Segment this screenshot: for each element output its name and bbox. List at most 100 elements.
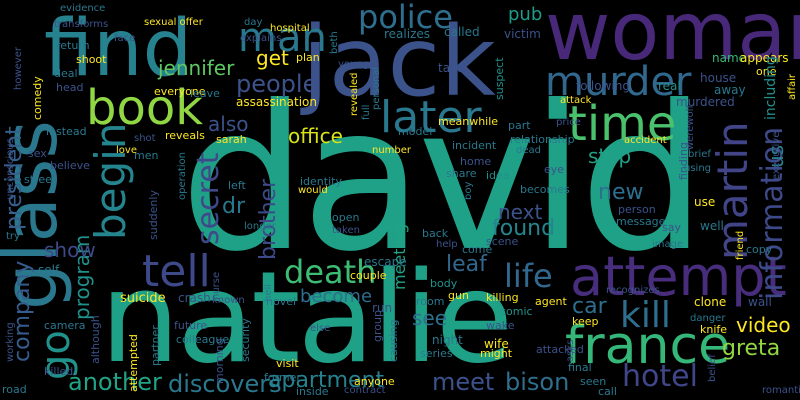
word: attack <box>560 95 592 106</box>
word: car <box>572 294 607 319</box>
word: price <box>556 117 581 128</box>
word: clone <box>694 295 727 309</box>
word: copy <box>746 243 773 256</box>
word: plan <box>296 51 320 64</box>
word: find <box>44 4 193 94</box>
word: home <box>460 155 492 168</box>
word: suddenly <box>147 190 160 240</box>
word: crash <box>178 291 211 305</box>
word: street <box>24 173 57 186</box>
word: brief <box>688 149 711 160</box>
word: young <box>338 59 370 70</box>
word: body <box>430 277 458 290</box>
word: comic <box>500 305 533 318</box>
word: person <box>618 203 656 216</box>
word: pub <box>508 4 543 25</box>
word: image <box>652 239 684 250</box>
word: attacked <box>536 343 584 356</box>
word: death <box>284 253 377 291</box>
word: man <box>238 15 327 61</box>
word: accident <box>624 135 667 146</box>
word: group <box>371 310 384 342</box>
word: attempted <box>127 334 140 392</box>
word: meet <box>432 368 495 396</box>
word: time <box>568 96 677 152</box>
word: leave <box>190 87 220 100</box>
word: jack <box>302 6 496 118</box>
word: self <box>38 263 60 277</box>
word: longer <box>244 221 276 232</box>
word: discovers <box>168 370 282 398</box>
word: house <box>700 71 737 85</box>
word: explains <box>240 33 282 44</box>
word: secret <box>191 152 226 245</box>
word: see <box>412 306 448 330</box>
word: head <box>56 81 84 94</box>
word: colleague <box>176 333 230 346</box>
word: become <box>300 286 373 307</box>
word: night <box>432 333 463 347</box>
word: seen <box>580 375 607 388</box>
word: friend <box>735 230 746 260</box>
word: well <box>700 219 724 233</box>
word: contract <box>344 385 386 396</box>
word: anyone <box>354 375 395 388</box>
word: road <box>2 383 27 396</box>
word: former <box>264 371 301 384</box>
word: brother <box>256 178 281 260</box>
word: also <box>208 112 249 136</box>
word: including <box>763 56 779 120</box>
word: else <box>310 323 331 334</box>
word: david <box>180 63 706 296</box>
word: hell <box>263 283 274 302</box>
word: greta <box>722 336 781 361</box>
word: dr <box>222 194 246 219</box>
word: back <box>422 227 449 240</box>
word: appears <box>740 51 789 65</box>
word: eye <box>544 163 565 176</box>
word: reveals <box>165 129 205 142</box>
word: series <box>420 347 453 360</box>
word: sex <box>28 147 47 160</box>
word: hospital <box>270 23 310 34</box>
word: love <box>116 145 137 156</box>
word: open <box>332 211 360 224</box>
word: apartment <box>268 368 385 393</box>
word: martin <box>708 121 757 260</box>
word: murdered <box>676 95 735 109</box>
word: novel <box>266 295 297 308</box>
word: run <box>372 301 393 315</box>
word: tell <box>142 246 211 297</box>
word: becomes <box>520 183 570 196</box>
word: danger <box>690 313 726 324</box>
word: kill <box>620 295 671 336</box>
word: stop <box>588 144 632 168</box>
word: next <box>498 200 543 224</box>
word: using <box>684 163 712 174</box>
word: idea <box>486 169 510 182</box>
word: men <box>134 149 159 162</box>
word: suicide <box>120 291 166 306</box>
word: room <box>416 295 445 308</box>
word: shot <box>134 133 156 144</box>
word: get <box>256 46 289 70</box>
word: believe <box>50 159 90 172</box>
word: operation <box>177 151 188 200</box>
word: gun <box>448 289 469 302</box>
word: realizes <box>384 27 431 41</box>
word: victim <box>504 27 541 41</box>
word: deal <box>54 67 78 80</box>
word: wall <box>748 295 772 309</box>
word: couple <box>350 269 387 282</box>
word: hotel <box>622 359 698 394</box>
word: begin <box>86 122 135 240</box>
word: werewolf <box>685 105 696 150</box>
word: natalie <box>100 244 513 391</box>
word: assassination <box>236 95 317 109</box>
word: working <box>5 322 16 362</box>
word: life <box>504 257 553 295</box>
word: sexual offer <box>144 17 203 28</box>
word: later <box>380 92 482 143</box>
word: office <box>288 124 343 148</box>
